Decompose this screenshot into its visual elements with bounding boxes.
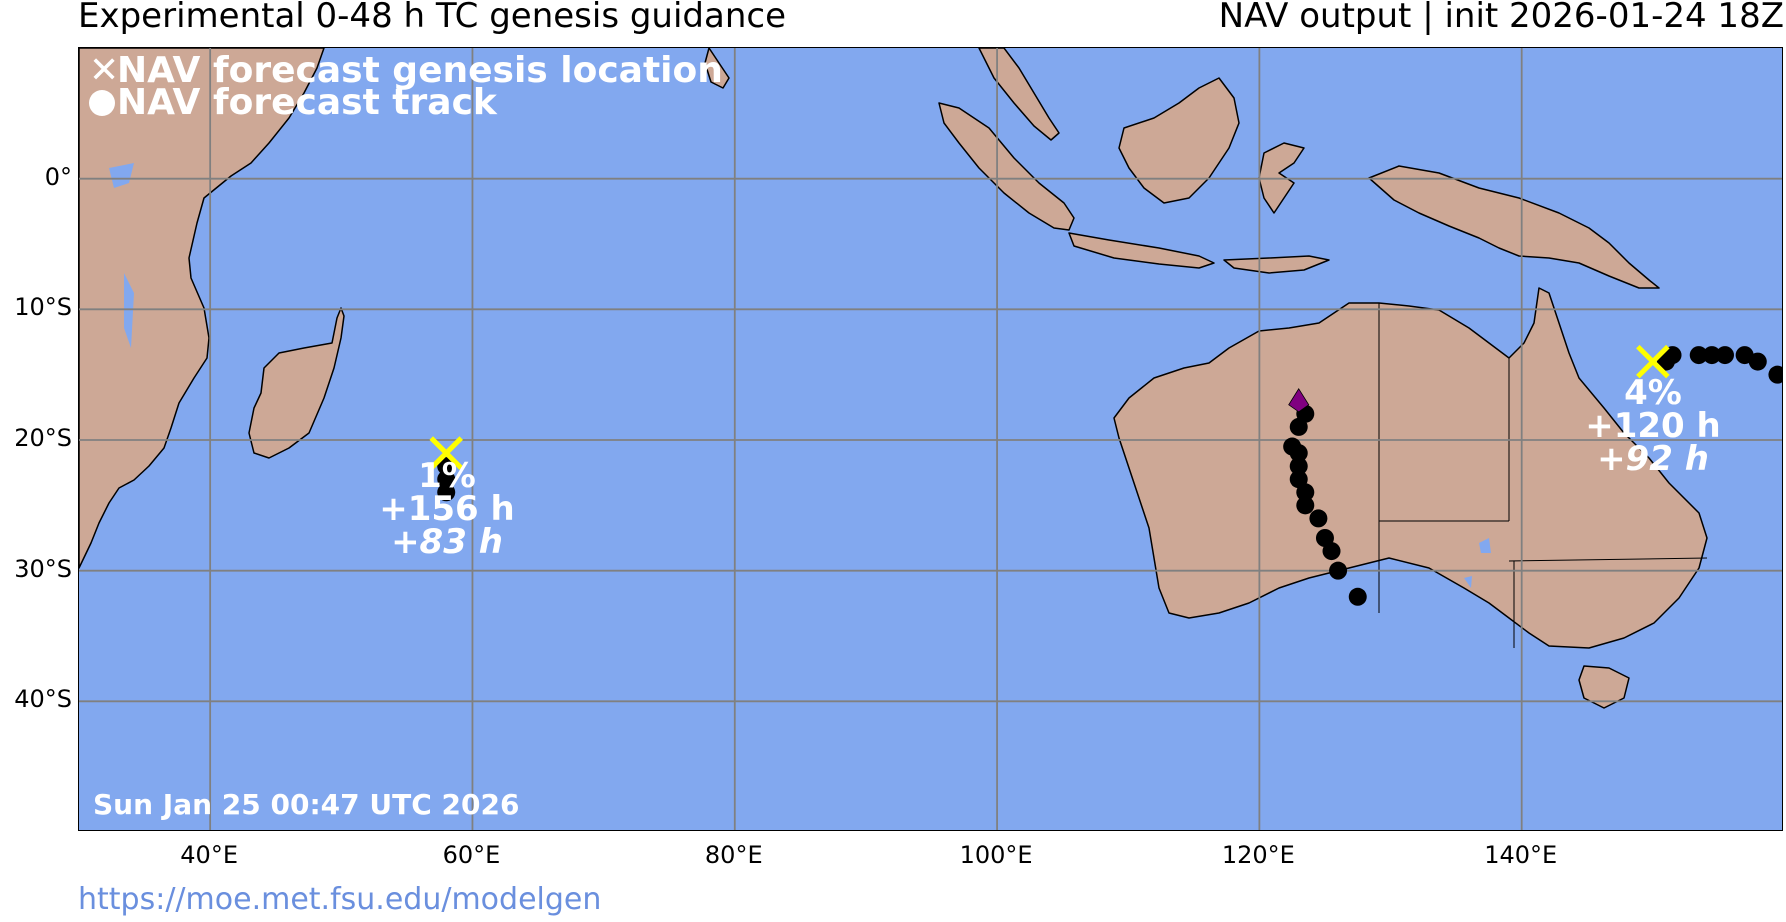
track-point: [437, 470, 456, 489]
track-point: [1329, 561, 1348, 580]
model-init-label: NAV output | init 2026-01-24 18Z: [1218, 0, 1784, 36]
map-canvas: [79, 48, 1782, 830]
lat-tick-label: 20°S: [14, 424, 72, 452]
track-point: [1689, 346, 1708, 365]
new-guinea-landmass: [1368, 165, 1660, 289]
lesser-sunda: [1223, 255, 1330, 274]
genesis-x-marker[interactable]: [1636, 344, 1670, 379]
legend-genesis: ✕NAV forecast genesis location: [89, 50, 723, 91]
source-link[interactable]: https://moe.met.fsu.edu/modelgen: [78, 882, 602, 917]
genesis-x-marker[interactable]: [429, 436, 463, 470]
storm-2-lead: +92 h: [1597, 439, 1709, 479]
track-dot-icon: [89, 90, 115, 116]
track-point: [437, 457, 456, 476]
legend-genesis-label: NAV forecast genesis location: [117, 50, 723, 91]
inland-water: [109, 163, 1491, 588]
track-point: [1309, 509, 1328, 528]
lon-tick-label: 120°E: [1221, 841, 1295, 869]
sri-lanka: [704, 48, 730, 89]
lat-tick-label: 0°: [44, 162, 72, 191]
forecast-tracks: [437, 346, 1782, 606]
storm-1-probability: 1%: [418, 456, 476, 496]
track-point: [1296, 496, 1315, 515]
storm-1-time: +156 h: [379, 489, 515, 529]
madagascar-landmass: [248, 307, 345, 459]
borneo-landmass: [1118, 77, 1240, 204]
storm-2-probability: 4%: [1624, 373, 1682, 413]
graticule: [79, 48, 1782, 830]
map-panel[interactable]: ✕NAV forecast genesis location NAV forec…: [78, 47, 1783, 831]
australia-landmass: [1113, 287, 1708, 649]
chart-title: Experimental 0-48 h TC genesis guidance: [78, 0, 786, 36]
java-landmass: [1068, 232, 1215, 269]
lat-tick-label: 40°S: [14, 685, 72, 714]
lat-tick-label: 10°S: [14, 293, 72, 322]
storm-1-label: 1% +156 h +83 h: [347, 456, 547, 562]
storm-2-label: 4% +120 h +92 h: [1553, 373, 1753, 479]
lon-tick-label: 80°E: [704, 841, 763, 869]
tasmania-landmass: [1578, 665, 1630, 709]
lon-tick-label: 140°E: [1484, 841, 1558, 869]
sumatra-landmass: [938, 102, 1075, 231]
track-point: [1322, 542, 1341, 561]
track-point: [1768, 365, 1782, 384]
storm-2-time: +120 h: [1585, 406, 1721, 446]
genesis-x-icon: ✕: [89, 50, 120, 91]
track-point: [1289, 444, 1308, 463]
issue-timestamp: Sun Jan 25 00:47 UTC 2026: [93, 788, 520, 821]
genesis-markers: [429, 344, 1670, 470]
storm-1-lead: +83 h: [391, 522, 503, 562]
track-point: [1289, 417, 1308, 436]
track-point: [437, 483, 456, 502]
lon-tick-label: 100°E: [959, 841, 1033, 869]
lat-tick-label: 30°S: [14, 554, 72, 583]
track-point: [1663, 346, 1682, 365]
legend-track: NAV forecast track: [89, 82, 497, 123]
africa-landmass: [79, 48, 325, 569]
land-layer: [79, 48, 1708, 709]
track-point: [1289, 457, 1308, 476]
malay-peninsula: [978, 48, 1060, 141]
observed-position-marker: [1288, 388, 1310, 413]
lon-tick-label: 60°E: [442, 841, 501, 869]
track-point: [1296, 483, 1315, 502]
track-point: [1702, 346, 1721, 365]
track-point: [1748, 352, 1767, 371]
track-point: [1348, 587, 1367, 606]
track-point: [1715, 346, 1734, 365]
lon-tick-label: 40°E: [180, 841, 238, 869]
legend-track-label: NAV forecast track: [117, 82, 497, 123]
